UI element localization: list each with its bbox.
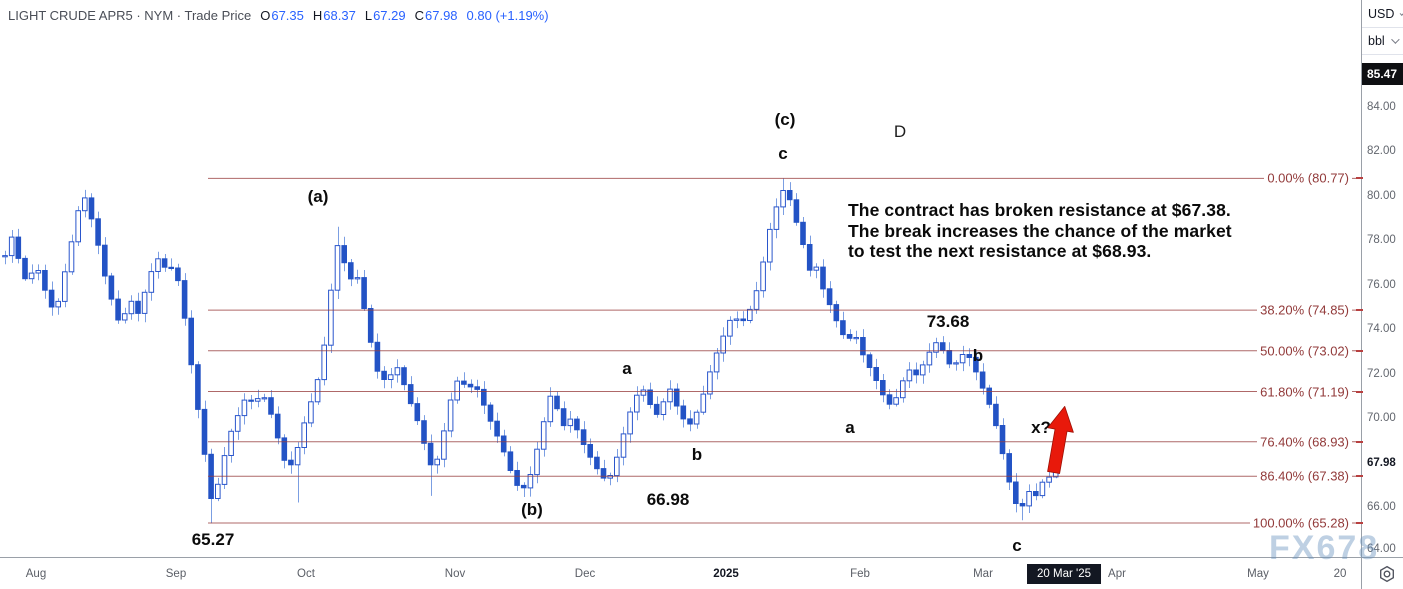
fib-level-label[interactable]: 86.40% (67.38) xyxy=(1257,468,1352,484)
price-tick-label: 82.00 xyxy=(1367,145,1396,157)
wave-label[interactable]: a xyxy=(622,359,632,378)
chart-plot-area[interactable]: (a) (b) (c) c a b a b c x? D 73.68 66.98 65.27 The co… xyxy=(0,0,1361,557)
currency-selector[interactable]: USD xyxy=(1362,0,1403,28)
time-tick-label: Oct xyxy=(297,567,315,580)
fib-axis-tick xyxy=(1356,475,1363,478)
unit-selector[interactable]: bbl xyxy=(1362,28,1403,55)
price-tick-label: 78.00 xyxy=(1367,234,1396,246)
price-tick-label: 76.00 xyxy=(1367,278,1396,291)
time-axis[interactable]: Aug Sep Oct Nov Dec 2025 Feb Mar Apr May 20 20 Mar… xyxy=(0,557,1403,589)
wave-label[interactable]: 65.27 xyxy=(191,530,235,549)
price-tick-label: 84.00 xyxy=(1367,100,1396,113)
symbol-header: LIGHT CRUDE APR5 · NYM · Trade Price O 67… xyxy=(8,8,549,23)
wave-label[interactable]: 73.68 xyxy=(926,312,970,331)
fib-axis-tick xyxy=(1356,177,1363,180)
wave-label[interactable]: b xyxy=(972,346,984,365)
price-tick-label: 64.00 xyxy=(1367,543,1396,555)
ohlc-high: H 68.37 xyxy=(312,8,356,23)
time-tick-label: 2025 xyxy=(713,567,739,580)
fib-level-label[interactable]: 50.00% (73.02) xyxy=(1257,343,1352,359)
change-value: 0.80 (+1.19%) xyxy=(466,8,549,23)
price-tick-label: 72.00 xyxy=(1367,367,1396,380)
currency-label: USD xyxy=(1368,6,1395,21)
wave-label[interactable]: a xyxy=(845,418,855,437)
crosshair-date-badge: 20 Mar '25 xyxy=(1027,563,1101,584)
wave-label[interactable]: (b) xyxy=(521,500,543,519)
price-axis[interactable]: USD bbl 84.00 82.00 80.00 78.00 76.00 74.00 72… xyxy=(1361,0,1403,557)
annotation-line: to test the next resistance at $68.93. xyxy=(848,241,1152,261)
fib-axis-tick xyxy=(1356,522,1363,525)
price-tick-label: 74.00 xyxy=(1367,323,1396,335)
fib-level-label[interactable]: 38.20% (74.85) xyxy=(1257,302,1352,318)
time-tick-label: Mar xyxy=(973,567,993,580)
ohlc-low: L 67.29 xyxy=(364,8,406,23)
wave-label[interactable]: 66.98 xyxy=(646,490,690,509)
fib-level-label[interactable]: 76.40% (68.93) xyxy=(1257,434,1352,450)
price-alert-badge[interactable]: 85.47 xyxy=(1362,62,1403,85)
time-tick-label: May xyxy=(1247,567,1269,580)
fib-level-label[interactable]: 61.80% (71.19) xyxy=(1257,384,1352,400)
candlestick-series[interactable] xyxy=(0,0,1361,557)
time-tick-label: Dec xyxy=(574,567,596,580)
wave-label[interactable]: D xyxy=(893,122,907,141)
time-tick-label: Feb xyxy=(850,567,870,580)
time-tick-label: Sep xyxy=(165,567,187,580)
chevron-down-icon xyxy=(1390,35,1400,44)
fib-axis-tick xyxy=(1356,390,1363,393)
fib-level-label[interactable]: 100.00% (65.28) xyxy=(1249,515,1352,531)
fib-axis-tick xyxy=(1356,440,1363,443)
wave-label[interactable]: (a) xyxy=(307,187,329,206)
timezone-settings-icon[interactable] xyxy=(1378,565,1396,583)
annotation-line: The break increases the chance of the ma… xyxy=(848,220,1232,241)
up-arrow-drawing[interactable] xyxy=(1040,403,1084,481)
time-tick-label: Aug xyxy=(25,567,47,580)
wave-label[interactable]: b xyxy=(691,445,703,464)
price-tick-label: 80.00 xyxy=(1367,189,1396,202)
wave-label[interactable]: (c) xyxy=(774,110,796,129)
wave-label[interactable]: x? xyxy=(1031,418,1051,437)
annotation-line: The contract has broken resistance at $6… xyxy=(848,200,1231,220)
axis-corner-divider xyxy=(1361,558,1362,589)
price-tick-label: 66.00 xyxy=(1367,501,1396,513)
unit-label: bbl xyxy=(1368,34,1385,48)
time-tick-label: Apr xyxy=(1108,567,1126,580)
analysis-annotation[interactable]: The contract has broken resistance at $6… xyxy=(848,200,1232,262)
symbol-title[interactable]: LIGHT CRUDE APR5 · NYM · Trade Price xyxy=(8,8,252,23)
wave-label[interactable]: c xyxy=(778,144,788,163)
fib-level-label[interactable]: 0.00% (80.77) xyxy=(1264,170,1352,186)
current-price-label: 67.98 xyxy=(1367,456,1396,469)
time-tick-label: 20 xyxy=(1333,567,1347,580)
fib-axis-tick xyxy=(1356,309,1363,312)
price-tick-label: 70.00 xyxy=(1367,412,1396,424)
fib-axis-tick xyxy=(1356,349,1363,352)
wave-label[interactable]: c xyxy=(1012,536,1022,555)
ohlc-close: C 67.98 xyxy=(414,8,458,23)
ohlc-open: O 67.35 xyxy=(260,8,304,23)
time-tick-label: Nov xyxy=(444,567,466,580)
